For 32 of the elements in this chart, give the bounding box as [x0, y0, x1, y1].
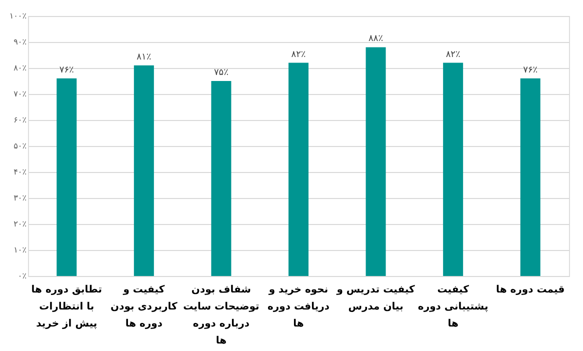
data-label: ۷۵٪ [214, 68, 229, 78]
x-tick-label: کیفیت و کاربردی بودن دوره ها [110, 284, 178, 330]
y-tick-label: ۸۰٪ [14, 64, 26, 72]
y-tick-label: ۳۰٪ [14, 194, 26, 202]
x-tick-label: نحوه خرید و دریافت دوره ها [267, 284, 330, 330]
y-tick-label: ۰٪ [18, 272, 26, 280]
y-tick-label: ۲۰٪ [14, 220, 26, 228]
bar [366, 47, 386, 276]
y-tick-label: ۶۰٪ [14, 116, 26, 124]
data-label: ۷۶٪ [59, 65, 74, 76]
x-tick-label: قیمت دوره ها [496, 284, 565, 296]
y-tick-label: ۴۰٪ [14, 168, 26, 176]
data-label: ۸۲٪ [446, 50, 460, 60]
bar [443, 62, 464, 276]
y-tick-label: ۵۰٪ [14, 142, 26, 150]
x-tick-label: شفاف بودن توضیحات سایت درباره دوره ها [183, 284, 260, 346]
x-tick-label: تطابق دوره ها با انتظارات پیش از خرید [31, 284, 102, 330]
y-tick-label: ۱۰٪ [14, 246, 26, 254]
x-tick-label: کیفیت تدریس و بیان مدرس [336, 284, 416, 312]
x-tick-label: کیفیت پشتیبانی دوره ها [418, 284, 488, 330]
y-tick-label: ۷۰٪ [14, 90, 26, 98]
bar [520, 78, 540, 276]
bar [56, 78, 77, 276]
data-label: ۷۶٪ [523, 65, 538, 76]
y-tick-label: ۱۰۰٪ [9, 12, 26, 20]
bar [211, 81, 232, 276]
bar [288, 62, 308, 276]
data-label: ۸۸٪ [368, 34, 384, 44]
data-label: ۸۲٪ [291, 50, 306, 60]
y-tick-label: ۹۰٪ [14, 38, 26, 46]
bar [134, 65, 154, 276]
data-label: ۸۱٪ [136, 52, 152, 62]
